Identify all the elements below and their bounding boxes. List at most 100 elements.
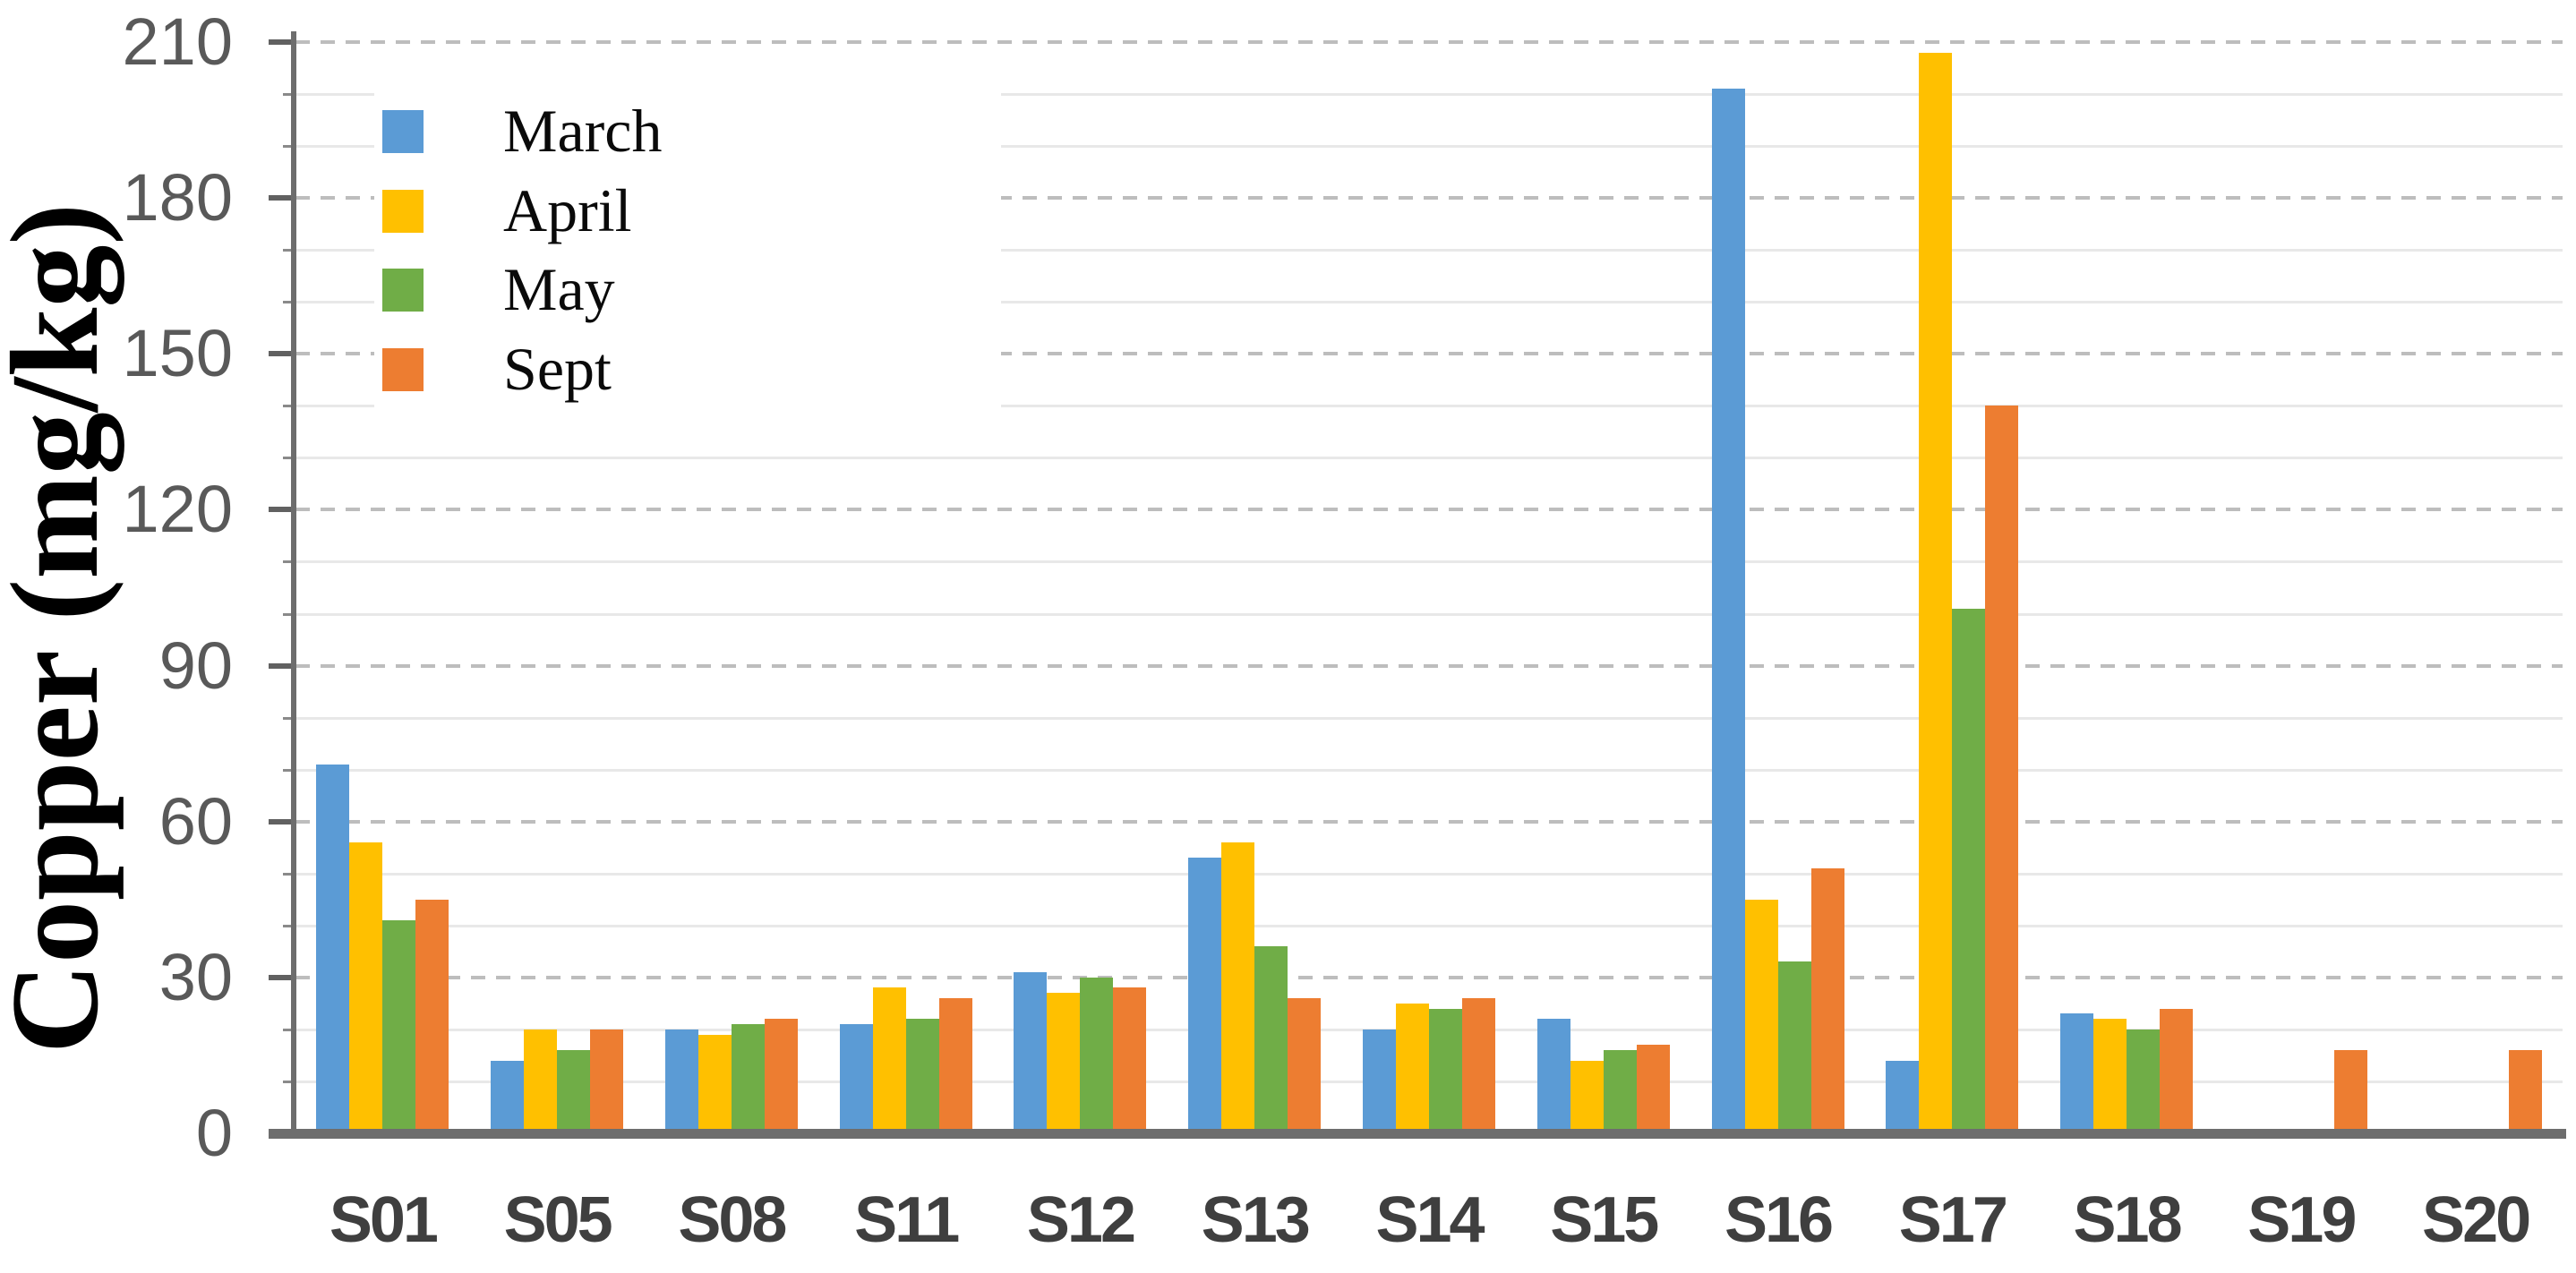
bar-S05-April	[524, 1029, 558, 1133]
x-tick-label-S19: S19	[2247, 1184, 2357, 1256]
gridline-minor	[295, 560, 2563, 564]
y-axis-minor-tick	[283, 872, 295, 876]
gridline-major	[295, 352, 2563, 356]
y-tick-label: 60	[158, 783, 233, 859]
bar-S12-April	[1047, 993, 1081, 1133]
gridline-minor	[295, 924, 2563, 927]
gridline-minor	[295, 249, 2563, 252]
x-tick-label-S14: S14	[1375, 1184, 1485, 1256]
gridline-major	[295, 508, 2563, 512]
gridline-minor	[295, 93, 2563, 97]
y-axis-minor-tick	[283, 1080, 295, 1083]
bar-S08-Sept	[764, 1019, 798, 1133]
x-tick-label-S20: S20	[2422, 1184, 2531, 1256]
bar-S15-March	[1536, 1019, 1570, 1133]
bar-S19-Sept	[2333, 1050, 2367, 1133]
x-tick-label-S08: S08	[678, 1184, 787, 1256]
y-axis-minor-tick	[283, 457, 295, 460]
bar-S12-May	[1080, 977, 1114, 1133]
bar-S15-May	[1603, 1050, 1637, 1133]
bar-S08-May	[731, 1024, 765, 1133]
bar-S01-March	[316, 764, 350, 1133]
x-tick-label-S05: S05	[503, 1184, 613, 1256]
y-tick-label: 150	[122, 316, 233, 391]
y-axis-line	[291, 31, 296, 1138]
legend	[374, 82, 1001, 433]
bar-S11-May	[905, 1019, 939, 1133]
legend-label-sept: Sept	[503, 335, 612, 404]
gridline-major	[295, 819, 2563, 824]
legend-label-april: April	[503, 175, 632, 244]
bar-S18-Sept	[2160, 1008, 2194, 1133]
bar-S16-March	[1711, 89, 1745, 1133]
bar-S17-May	[1952, 608, 1986, 1133]
y-axis-minor-tick	[283, 93, 295, 97]
y-axis-tick	[269, 662, 295, 669]
legend-swatch-april-icon	[382, 189, 424, 233]
bar-S17-April	[1919, 52, 1953, 1133]
bar-S15-Sept	[1636, 1045, 1670, 1133]
gridline-minor	[295, 716, 2563, 720]
y-axis-tick	[269, 351, 295, 357]
bar-S05-March	[491, 1060, 525, 1133]
gridline-minor	[295, 768, 2563, 772]
x-tick-label-S18: S18	[2073, 1184, 2183, 1256]
y-axis-minor-tick	[283, 145, 295, 149]
y-axis-tick	[269, 507, 295, 513]
x-tick-label-S13: S13	[1201, 1184, 1311, 1256]
y-axis-minor-tick	[283, 560, 295, 564]
y-axis-minor-tick	[283, 301, 295, 304]
bar-S11-March	[839, 1024, 873, 1133]
bar-S13-Sept	[1288, 998, 1322, 1133]
bar-S17-March	[1886, 1060, 1920, 1133]
bar-S11-April	[872, 987, 906, 1133]
legend-swatch-may-icon	[382, 269, 424, 312]
gridline-major	[295, 40, 2563, 44]
bar-S18-April	[2093, 1019, 2127, 1133]
y-axis-minor-tick	[283, 768, 295, 772]
y-axis-minor-tick	[283, 405, 295, 408]
bar-S14-March	[1363, 1029, 1396, 1133]
gridline-major	[295, 975, 2563, 979]
y-axis-tick	[269, 974, 295, 980]
y-tick-label: 0	[195, 1096, 233, 1170]
gridline-major	[295, 663, 2563, 668]
y-axis-tick	[269, 39, 295, 45]
bar-S11-Sept	[938, 998, 972, 1133]
x-tick-label-S12: S12	[1026, 1184, 1136, 1256]
bar-S08-April	[697, 1034, 732, 1133]
bar-S05-May	[557, 1050, 591, 1133]
y-tick-label: 210	[122, 4, 233, 79]
y-axis-tick	[269, 195, 295, 201]
bar-S16-May	[1777, 961, 1811, 1133]
y-axis-minor-tick	[283, 249, 295, 252]
y-axis-tick	[269, 818, 295, 824]
legend-label-may: May	[503, 255, 615, 324]
gridline-minor	[295, 301, 2563, 304]
bar-S15-April	[1570, 1060, 1604, 1133]
bar-S13-March	[1188, 858, 1222, 1133]
y-axis-minor-tick	[283, 1028, 295, 1031]
gridline-minor	[295, 457, 2563, 460]
y-tick-label: 30	[158, 939, 233, 1014]
bar-S12-Sept	[1113, 987, 1147, 1133]
x-axis-line	[269, 1129, 2566, 1139]
legend-swatch-march-icon	[382, 110, 424, 153]
x-tick-label-S15: S15	[1550, 1184, 1659, 1256]
y-axis-minor-tick	[283, 716, 295, 720]
gridline-major	[295, 196, 2563, 201]
bar-S20-Sept	[2508, 1050, 2542, 1133]
bar-S18-May	[2127, 1029, 2161, 1133]
y-tick-label: 90	[158, 628, 233, 703]
bar-S08-March	[664, 1029, 698, 1133]
bar-S01-Sept	[415, 899, 449, 1133]
legend-swatch-sept-icon	[382, 348, 424, 392]
y-tick-label: 180	[122, 160, 233, 235]
gridline-minor	[295, 612, 2563, 616]
x-tick-label-S11: S11	[854, 1184, 960, 1256]
x-tick-label-S16: S16	[1724, 1184, 1834, 1256]
bar-S14-April	[1396, 1003, 1429, 1133]
x-tick-label-S17: S17	[1898, 1184, 2008, 1256]
gridline-minor	[295, 872, 2563, 876]
